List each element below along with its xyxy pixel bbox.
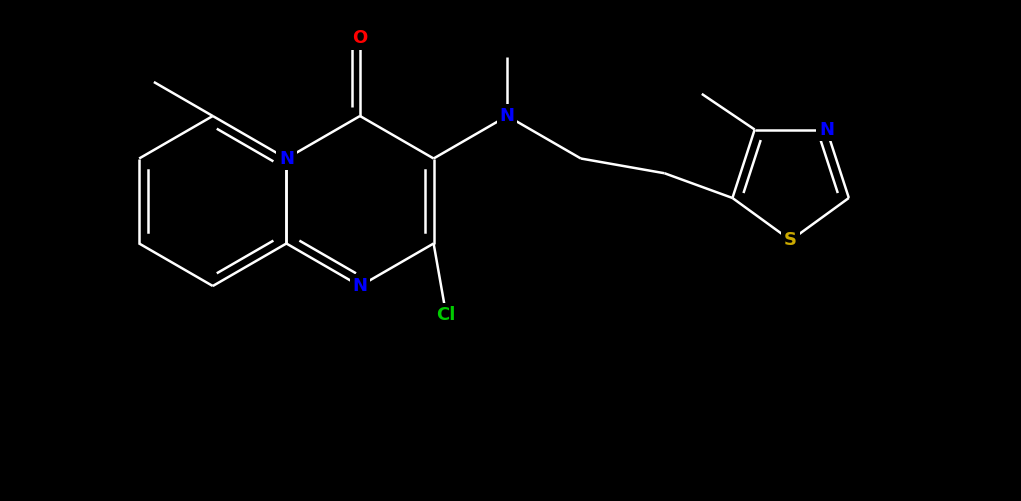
Text: O: O — [352, 29, 368, 47]
Text: Cl: Cl — [436, 306, 455, 324]
Text: N: N — [279, 149, 294, 167]
Text: N: N — [352, 277, 368, 295]
Text: N: N — [499, 107, 515, 125]
Text: N: N — [819, 121, 834, 139]
Text: S: S — [784, 231, 797, 249]
